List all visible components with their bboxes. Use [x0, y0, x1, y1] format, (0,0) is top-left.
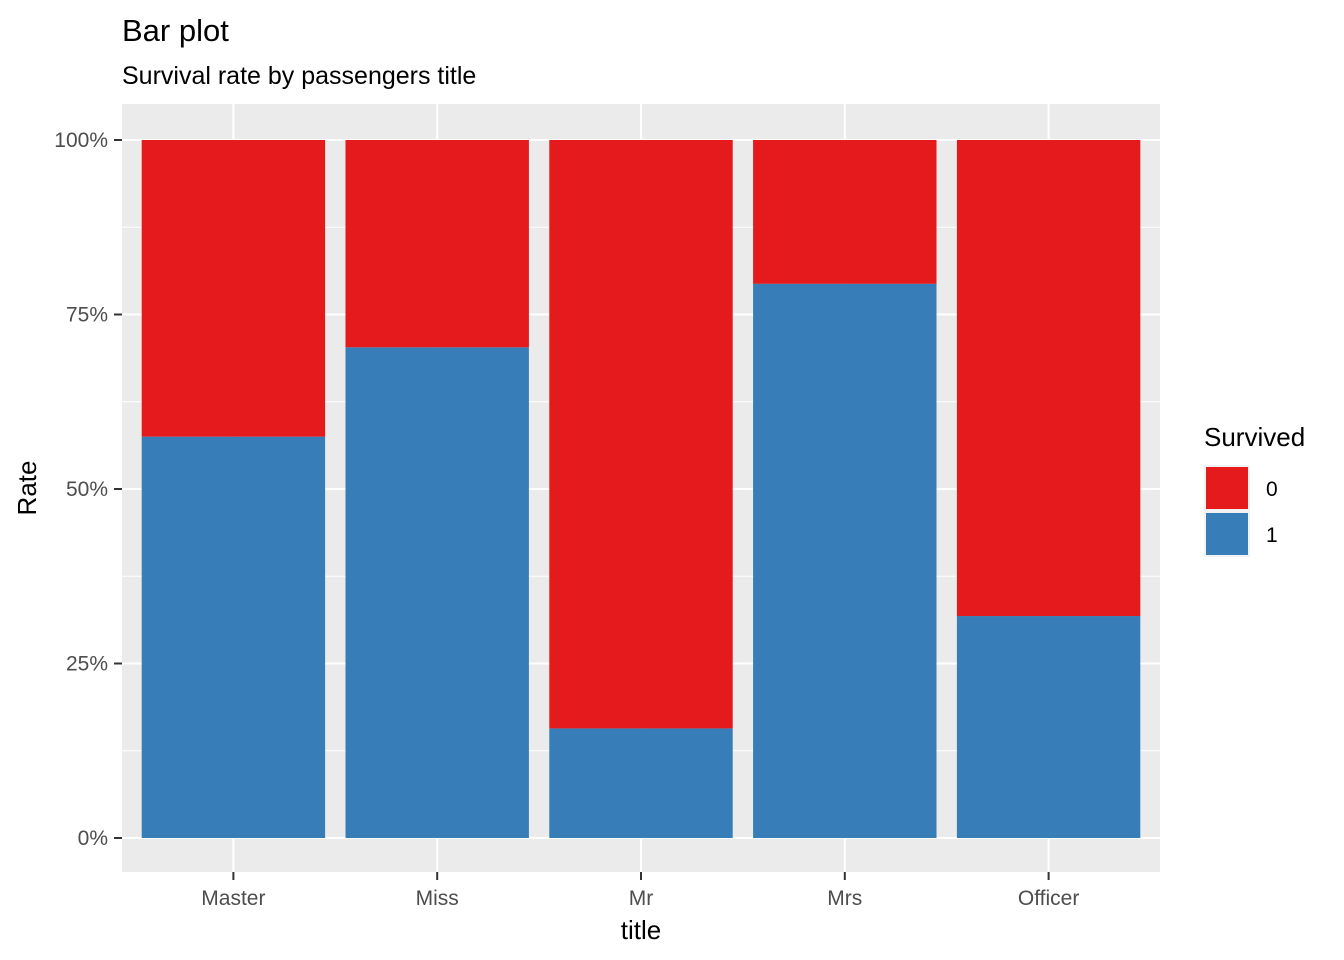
bar-mr-survived-1: [549, 728, 733, 838]
legend-label-1: 1: [1266, 524, 1278, 547]
y-tick-label: 50%: [66, 478, 108, 501]
y-tick-label: 25%: [66, 653, 108, 676]
bar-mrs-survived-0: [753, 140, 937, 284]
x-tick-label-mrs: Mrs: [827, 887, 862, 910]
legend-swatch-1: [1206, 513, 1248, 555]
legend-title: Survived: [1204, 422, 1305, 452]
legend-swatch-0: [1206, 467, 1248, 509]
bar-officer-survived-0: [956, 140, 1141, 617]
x-axis-title: title: [621, 915, 661, 945]
y-axis: 0% 25% 50% 75% 100%: [54, 129, 122, 850]
x-axis: Master Miss Mr Mrs Officer: [201, 872, 1079, 910]
bar-mr-survived-0: [549, 140, 733, 729]
legend: Survived 0 1: [1204, 422, 1305, 557]
x-tick-label-miss: Miss: [416, 887, 459, 910]
x-tick-label-mr: Mr: [629, 887, 654, 910]
bar-master-survived-1: [141, 436, 326, 838]
y-tick-label: 0%: [78, 827, 108, 850]
y-tick-label: 75%: [66, 304, 108, 327]
bar-officer-survived-1: [956, 616, 1141, 838]
chart-subtitle: Survival rate by passengers title: [122, 62, 476, 90]
y-tick-label: 100%: [54, 129, 108, 152]
bar-master-survived-0: [141, 140, 326, 437]
chart-title: Bar plot: [122, 13, 229, 48]
bars: [141, 140, 1141, 839]
x-tick-label-officer: Officer: [1018, 887, 1079, 910]
bar-miss-survived-1: [345, 347, 529, 838]
bar-mrs-survived-1: [753, 283, 937, 839]
bar-miss-survived-0: [345, 140, 529, 348]
y-axis-title: Rate: [12, 461, 42, 516]
x-tick-label-master: Master: [201, 887, 265, 910]
legend-label-0: 0: [1266, 478, 1278, 501]
